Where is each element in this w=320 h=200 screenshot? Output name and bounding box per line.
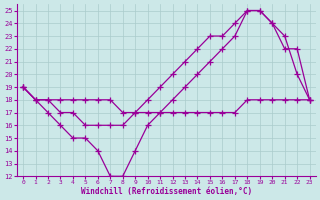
X-axis label: Windchill (Refroidissement éolien,°C): Windchill (Refroidissement éolien,°C) [81,187,252,196]
